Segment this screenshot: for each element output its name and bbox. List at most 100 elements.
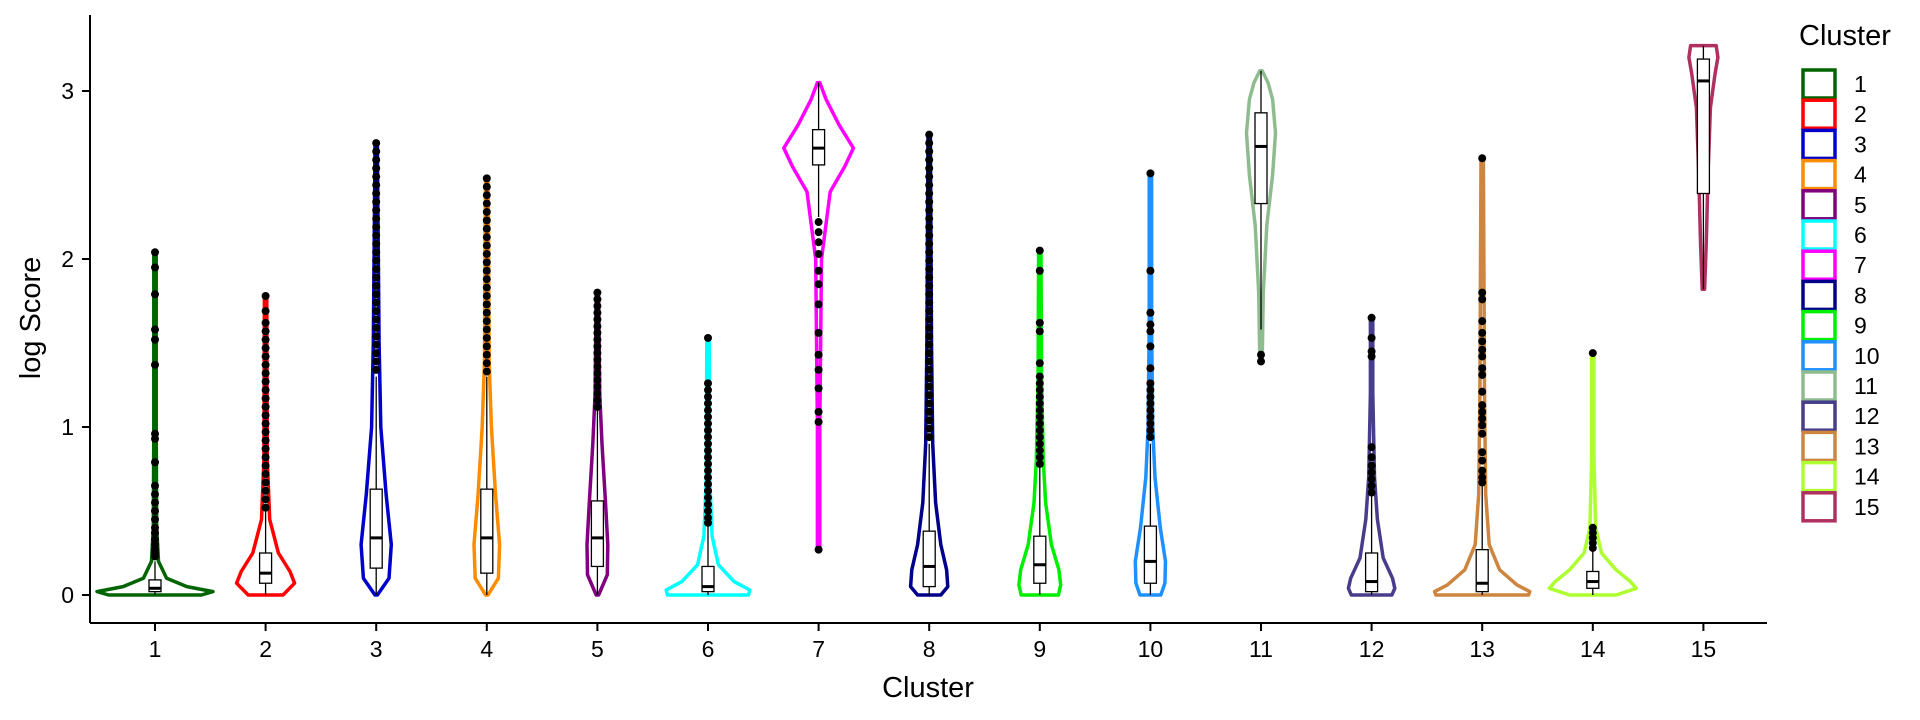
outlier-point — [1367, 468, 1376, 477]
outlier-point — [372, 349, 381, 358]
outlier-point — [814, 238, 823, 247]
legend-label: 11 — [1854, 373, 1878, 399]
outlier-point — [1035, 392, 1044, 401]
y-tick-label: 0 — [61, 582, 74, 608]
x-tick-label: 5 — [591, 636, 604, 662]
outlier-point — [925, 315, 934, 324]
outlier-point — [704, 446, 712, 455]
outlier-point — [814, 280, 823, 289]
outlier-point — [925, 374, 934, 383]
legend-item-15: 15 — [1801, 491, 1880, 523]
outlier-point — [1478, 466, 1487, 475]
legend-label: 9 — [1854, 313, 1867, 339]
outlier-point — [593, 288, 602, 297]
outlier-point — [704, 453, 712, 462]
outlier-point — [1146, 266, 1155, 275]
outlier-point — [261, 495, 270, 504]
outlier-point — [482, 266, 491, 275]
outlier-point — [925, 290, 934, 299]
outlier-point — [482, 174, 491, 183]
box — [1586, 570, 1600, 589]
outlier-point — [1478, 370, 1487, 379]
outlier-point — [593, 349, 602, 358]
outlier-point — [1478, 387, 1487, 396]
outlier-point — [925, 340, 934, 349]
outlier-point — [1367, 313, 1376, 322]
y-axis-title: log Score — [15, 257, 47, 380]
outlier-point — [1146, 169, 1155, 178]
outlier-point — [925, 155, 934, 164]
box — [1364, 552, 1379, 593]
outlier-point — [261, 478, 270, 487]
outlier-point — [593, 375, 602, 384]
outlier-point — [372, 315, 381, 324]
outlier-point — [704, 426, 712, 435]
legend-item-3: 3 — [1801, 128, 1867, 161]
x-tick-label: 14 — [1580, 636, 1606, 662]
outlier-point — [925, 265, 934, 274]
outlier-point — [1367, 443, 1376, 452]
outlier-point — [261, 344, 270, 353]
outlier-point — [1478, 407, 1487, 416]
y-tick-label: 3 — [61, 78, 74, 104]
outlier-point — [1035, 399, 1044, 408]
violin-cluster-14 — [1547, 349, 1639, 597]
outlier-point — [1146, 406, 1155, 415]
box — [1143, 525, 1158, 584]
outlier-point — [1478, 414, 1487, 423]
outlier-point — [925, 323, 934, 332]
violin-cluster-9 — [1017, 246, 1063, 597]
outlier-point — [151, 498, 159, 507]
outlier-point — [925, 382, 934, 391]
outlier-point — [593, 295, 602, 304]
outlier-point — [704, 500, 712, 509]
outlier-point — [925, 424, 934, 433]
x-tick-label: 12 — [1359, 636, 1385, 662]
outlier-point — [1035, 446, 1044, 455]
outlier-point — [1146, 320, 1155, 329]
outlier-point — [482, 199, 491, 208]
violin-cluster-7 — [782, 80, 856, 554]
legend-label: 12 — [1854, 403, 1880, 429]
outlier-point — [1478, 448, 1487, 457]
outlier-point — [482, 308, 491, 317]
outlier-point — [593, 342, 602, 351]
outlier-point — [482, 317, 491, 326]
outlier-point — [593, 369, 602, 378]
outlier-point — [1588, 543, 1597, 552]
outlier-point — [1478, 364, 1487, 373]
legend-label: 10 — [1854, 343, 1880, 369]
box — [1696, 58, 1711, 195]
outlier-point — [1367, 461, 1376, 470]
outlier-point — [151, 290, 159, 299]
outlier-point — [925, 332, 934, 341]
outlier-point — [593, 328, 602, 337]
outlier-point — [261, 486, 270, 495]
outlier-point — [704, 399, 712, 408]
outlier-point — [261, 411, 270, 420]
x-tick-label: 10 — [1138, 636, 1164, 662]
outlier-point — [482, 300, 491, 309]
outlier-point — [1478, 288, 1487, 297]
outlier-point — [1035, 359, 1044, 368]
violin-cluster-15 — [1687, 43, 1720, 291]
violin-cluster-4 — [472, 174, 502, 597]
outlier-point — [1478, 317, 1487, 326]
legend-item-7: 7 — [1801, 249, 1867, 281]
outlier-point — [593, 335, 602, 344]
outlier-point — [925, 298, 934, 307]
outlier-point — [151, 434, 159, 443]
outlier-point — [261, 419, 270, 428]
outlier-point — [482, 350, 491, 359]
legend-item-11: 11 — [1801, 370, 1878, 402]
outlier-point — [704, 473, 712, 482]
outlier-point — [261, 453, 270, 462]
outlier-point — [1146, 412, 1155, 421]
outlier-point — [593, 402, 602, 411]
outlier-point — [1257, 350, 1265, 359]
outlier-point — [1146, 426, 1155, 435]
outlier-point — [704, 433, 712, 442]
outlier-point — [704, 392, 712, 401]
outlier-point — [372, 231, 381, 240]
